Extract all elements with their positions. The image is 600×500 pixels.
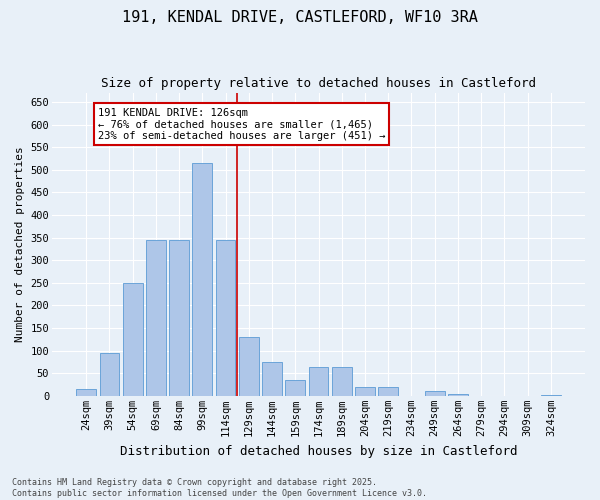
- Bar: [379, 387, 398, 396]
- Text: 191 KENDAL DRIVE: 126sqm
← 76% of detached houses are smaller (1,465)
23% of sem: 191 KENDAL DRIVE: 126sqm ← 76% of detach…: [98, 108, 385, 140]
- Bar: [100, 353, 119, 396]
- Bar: [308, 366, 328, 396]
- Bar: [76, 389, 96, 396]
- Bar: [169, 240, 189, 396]
- Bar: [541, 395, 561, 396]
- Bar: [425, 392, 445, 396]
- Bar: [216, 240, 235, 396]
- Text: 191, KENDAL DRIVE, CASTLEFORD, WF10 3RA: 191, KENDAL DRIVE, CASTLEFORD, WF10 3RA: [122, 10, 478, 25]
- Text: Contains HM Land Registry data © Crown copyright and database right 2025.
Contai: Contains HM Land Registry data © Crown c…: [12, 478, 427, 498]
- Bar: [448, 394, 468, 396]
- Bar: [286, 380, 305, 396]
- Bar: [146, 240, 166, 396]
- Bar: [239, 337, 259, 396]
- Bar: [355, 387, 375, 396]
- X-axis label: Distribution of detached houses by size in Castleford: Distribution of detached houses by size …: [120, 444, 517, 458]
- Y-axis label: Number of detached properties: Number of detached properties: [15, 146, 25, 342]
- Bar: [123, 283, 143, 396]
- Bar: [332, 366, 352, 396]
- Bar: [262, 362, 282, 396]
- Title: Size of property relative to detached houses in Castleford: Size of property relative to detached ho…: [101, 78, 536, 90]
- Bar: [193, 163, 212, 396]
